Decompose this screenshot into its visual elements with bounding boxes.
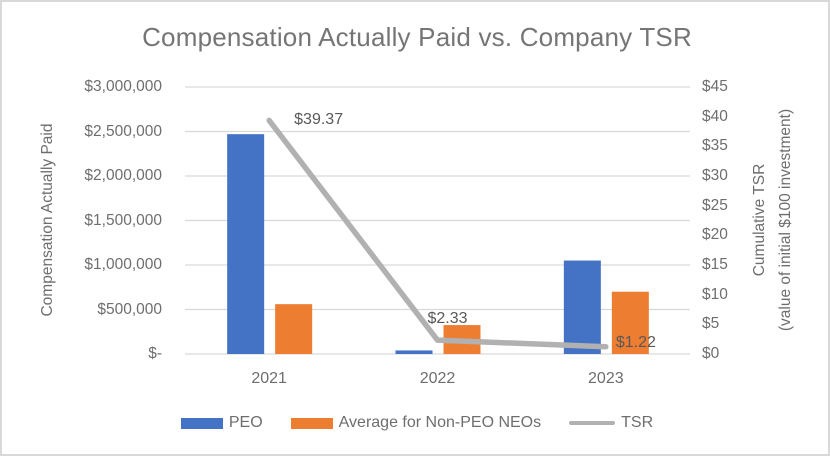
legend-item-tsr: TSR [569,414,653,432]
left-axis-tick: $1,500,000 [84,211,162,229]
right-axis-title-line1: Cumulative TSR [751,163,768,277]
right-axis-tick: $5 [702,315,720,333]
right-axis-tick: $25 [702,196,728,214]
category-label-2022: 2022 [419,370,456,387]
tsr-value-label-2021: $39.37 [294,111,344,129]
left-axis-tick: $2,000,000 [84,167,162,184]
tsr-line-swatch-icon [569,421,616,425]
right-axis-tick: $20 [702,226,728,244]
legend-label-tsr: TSR [621,414,654,431]
chart-title: Compensation Actually Paid vs. Company T… [142,22,692,52]
right-axis-tick: $40 [702,107,728,125]
legend-item-neo: Average for Non-PEO NEOs [290,414,542,432]
bar-neo-2023 [611,291,649,354]
category-label-2021: 2021 [251,370,287,387]
legend: PEO Average for Non-PEO NEOs TSR [2,409,828,437]
right-axis-tick: $30 [702,167,728,184]
right-axis-tick: $10 [702,285,728,303]
tsr-line [266,117,609,350]
bar-peo-2022 [395,350,433,354]
right-axis-tick: $0 [702,345,720,362]
bar-peo-2021 [227,134,265,354]
bar-peo-2023 [563,260,601,354]
right-axis-tick: $45 [702,78,728,95]
tsr-value-label-2023: $1.22 [615,333,656,351]
right-axis-tick: $15 [702,256,728,273]
legend-label-neo: Average for Non-PEO NEOs [338,414,542,431]
legend-label-peo: PEO [228,414,263,431]
category-label-2023: 2023 [588,370,624,387]
left-axis-tick: $3,000,000 [84,78,162,95]
left-axis-tick: $500,000 [97,300,162,318]
bar-neo-2021 [275,304,313,354]
tsr-value-label-2022: $2.33 [427,310,468,328]
left-axis-tick: $2,500,000 [84,122,162,140]
legend-item-peo: PEO [180,414,263,432]
left-axis-title: Compensation Actually Paid [39,123,56,317]
right-axis-tick: $35 [702,137,728,155]
right-axis-title-line2: (value of initial $100 investment) [777,108,794,332]
left-axis-tick: $1,000,000 [84,256,162,273]
left-axis-tick: $- [148,345,162,362]
neo-swatch-icon [290,417,333,429]
peo-swatch-icon [180,417,223,429]
